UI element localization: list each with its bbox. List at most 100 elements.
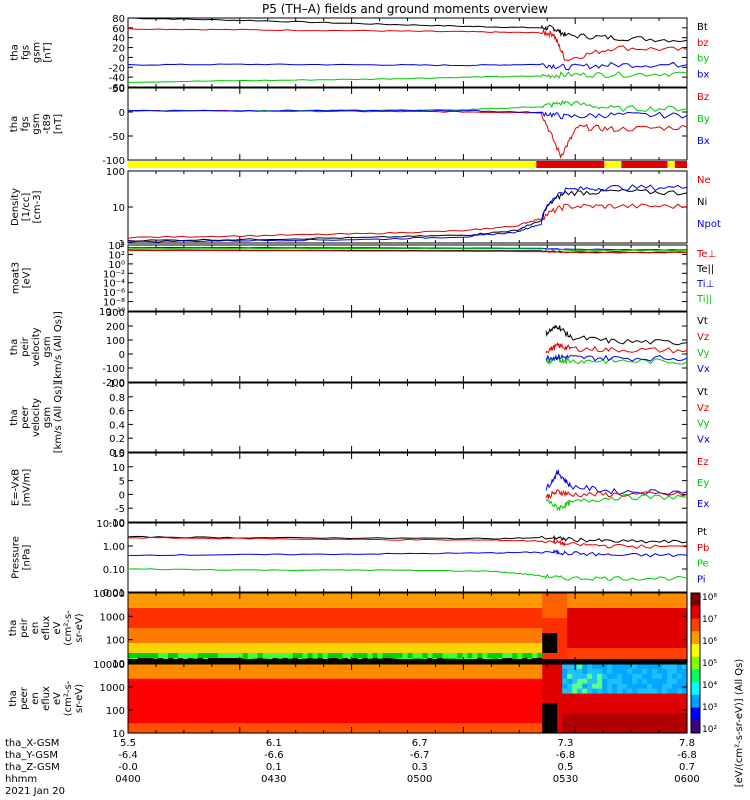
heatmap-cell (342, 623, 349, 629)
heatmap-cell (487, 678, 493, 685)
heatmap-cell (532, 728, 538, 734)
heatmap-cell (352, 723, 359, 729)
heatmap-cell (642, 713, 648, 719)
y-tick-label: 60 (112, 24, 125, 35)
heatmap-cell (612, 718, 618, 724)
heatmap-cell (142, 613, 149, 619)
heatmap-cell (242, 673, 249, 680)
heatmap-cell (502, 728, 508, 734)
heatmap-cell (462, 708, 468, 714)
heatmap-cell (132, 703, 139, 709)
heatmap-cell (192, 608, 199, 614)
heatmap-cell (212, 673, 219, 680)
heatmap-cell (587, 659, 593, 663)
heatmap-cell (237, 683, 244, 690)
heatmap-cell (677, 648, 683, 654)
heatmap-cell (182, 723, 189, 729)
heatmap-cell (362, 673, 369, 680)
heatmap-cell (362, 723, 369, 729)
heatmap-cell (192, 648, 199, 654)
heatmap-cell (392, 618, 399, 624)
heatmap-cell (257, 653, 264, 659)
heatmap-cell (667, 668, 673, 675)
heatmap-cell (297, 623, 304, 629)
heatmap-cell (632, 713, 638, 719)
heatmap-cell (262, 633, 269, 639)
heatmap-cell (507, 623, 513, 629)
x-row-value: 0.7 (679, 762, 695, 773)
heatmap-cell (432, 718, 439, 724)
x-row-value: -6.7 (410, 750, 430, 761)
heatmap-cell (537, 678, 543, 685)
heatmap-cell (277, 713, 284, 719)
heatmap-cell (277, 723, 284, 729)
colorbar-frame (690, 592, 701, 734)
heatmap-cell (547, 603, 553, 609)
heatmap-cell (147, 628, 154, 634)
heatmap-cell (287, 698, 294, 705)
heatmap-cell (617, 659, 623, 663)
heatmap-cell (512, 673, 518, 680)
heatmap-cell (437, 693, 444, 700)
heatmap-cell (372, 603, 379, 609)
x-row-value: -0.0 (118, 762, 138, 773)
heatmap-cell (312, 603, 319, 609)
heatmap-cell (412, 593, 419, 599)
heatmap-cell (487, 648, 493, 654)
heatmap-cell (537, 659, 543, 663)
heatmap-cell (197, 659, 204, 663)
heatmap-cell (187, 723, 194, 729)
heatmap-cell (552, 638, 558, 644)
heatmap-cell (397, 728, 404, 734)
heatmap-cell (452, 718, 459, 724)
heatmap-cell (327, 693, 334, 700)
series-line (545, 488, 688, 499)
heatmap-cell (597, 643, 603, 649)
heatmap-cell (472, 664, 478, 670)
heatmap-cell (552, 633, 558, 639)
heatmap-cell (252, 703, 259, 709)
heatmap-cell (212, 598, 219, 604)
heatmap-cell (467, 703, 473, 709)
heatmap-cell (372, 623, 379, 629)
heatmap-cell (377, 683, 384, 690)
heatmap-cell (307, 688, 314, 695)
heatmap-cell (377, 618, 384, 624)
heatmap-cell (447, 688, 454, 695)
heatmap-cell (472, 659, 478, 663)
heatmap-cell (197, 638, 204, 644)
heatmap-cell (362, 618, 369, 624)
heatmap-cell (322, 643, 329, 649)
heatmap-cell (507, 648, 513, 654)
heatmap-cell (282, 723, 289, 729)
heatmap-cell (342, 713, 349, 719)
heatmap-cell (422, 728, 429, 734)
heatmap-cell (322, 723, 329, 729)
heatmap-cell (527, 613, 533, 619)
heatmap-cell (332, 673, 339, 680)
heatmap-cell (462, 713, 468, 719)
heatmap-cell (152, 698, 159, 705)
heatmap-cell (132, 598, 139, 604)
heatmap-cell (497, 708, 503, 714)
heatmap-cell (147, 673, 154, 680)
heatmap-cell (317, 713, 324, 719)
heatmap-cell (242, 728, 249, 734)
heatmap-cell (422, 683, 429, 690)
heatmap-cell (467, 698, 473, 705)
heatmap-cell (472, 628, 478, 634)
heatmap-cell (162, 708, 169, 714)
heatmap-cell (162, 608, 169, 614)
heatmap-cell (367, 633, 374, 639)
heatmap-cell (222, 713, 229, 719)
heatmap-cell (477, 633, 483, 639)
series-line (545, 324, 688, 346)
heatmap-cell (507, 683, 513, 690)
heatmap-cell (242, 664, 249, 670)
y-tick-label: 10.00 (96, 519, 125, 530)
heatmap-cell (247, 688, 254, 695)
heatmap-cell (672, 708, 678, 714)
heatmap-cell (282, 678, 289, 685)
heatmap-cell (277, 659, 284, 663)
